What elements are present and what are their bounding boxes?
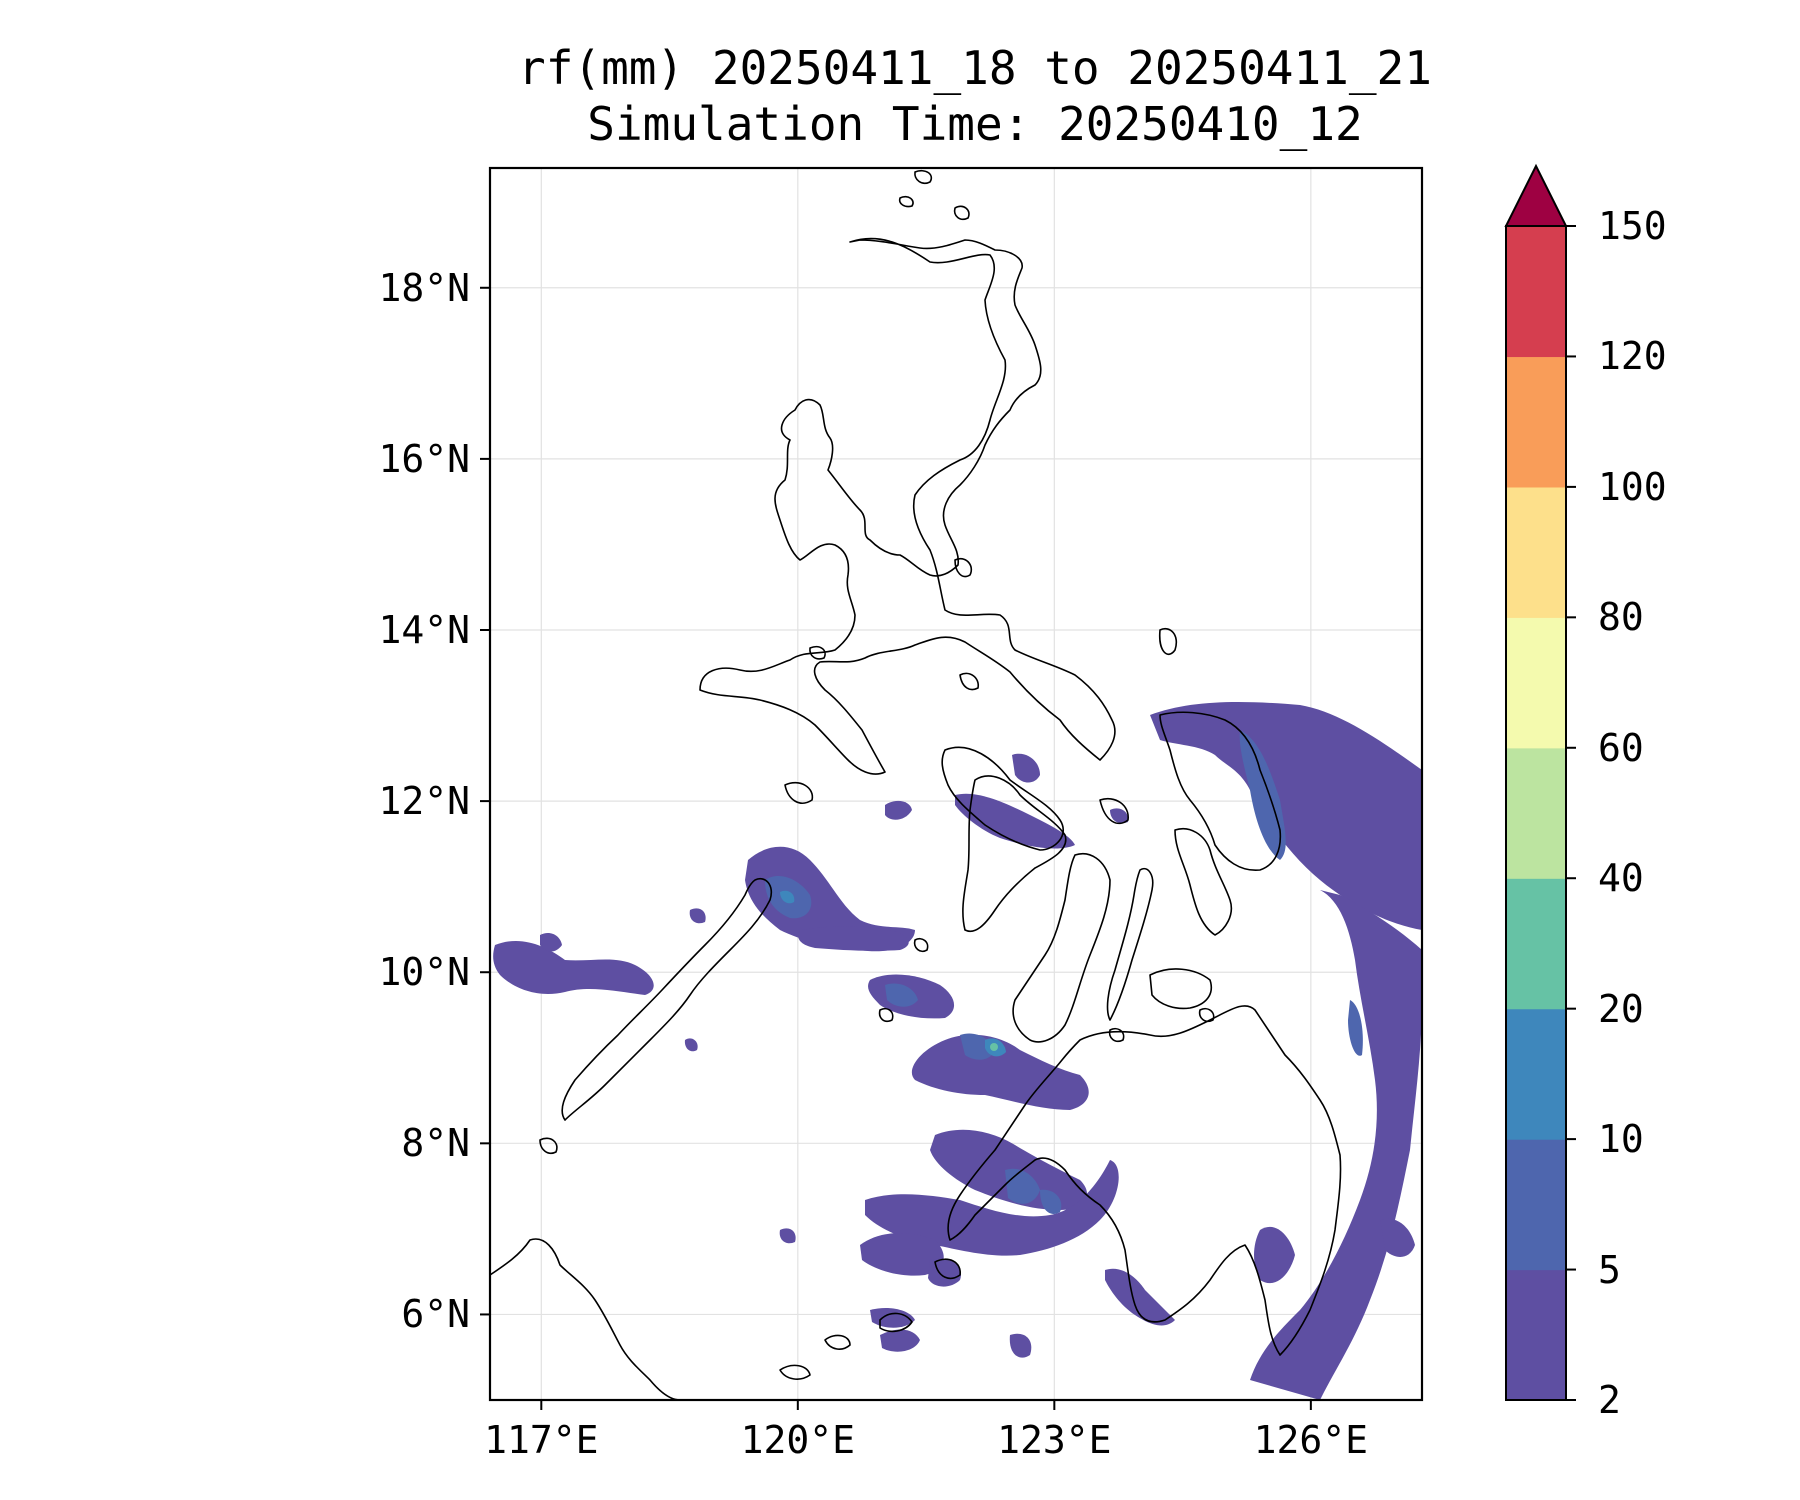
- rain-patch-sulu-mid: [885, 983, 918, 1007]
- colorbar-segment: [1506, 1008, 1566, 1140]
- coastline-camiguin: [1198, 1007, 1215, 1023]
- coastline-borneo: [490, 1238, 681, 1400]
- colorbar-segment: [1506, 878, 1566, 1010]
- colorbar-segment: [1506, 747, 1566, 879]
- rain-patch-zamboanga-west: [860, 1233, 944, 1276]
- rain-peak-point: [990, 1043, 998, 1051]
- map-axis-ticks: [480, 286, 1312, 1410]
- rain-patch-small-4: [684, 1038, 698, 1052]
- rain-patch-davao: [1254, 1226, 1295, 1284]
- colorbar-tick-label: 60: [1598, 725, 1644, 770]
- coastline-panay: [962, 775, 1067, 932]
- rain-patch-moro-gulf-core-2: [1040, 1189, 1062, 1214]
- rain-20-40mm-areas: [990, 1043, 998, 1051]
- colorbar-tick-label: 10: [1598, 1117, 1644, 1162]
- rain-patch-negros-south: [911, 1034, 1089, 1110]
- rain-patch-mindoro-south: [885, 800, 912, 820]
- coastline-marinduque: [959, 672, 980, 691]
- coastline-siquijor: [1108, 1027, 1125, 1043]
- coastline-basilan: [934, 1258, 961, 1279]
- colorbar: [1504, 163, 1576, 1401]
- coastline-cagayancillo: [913, 937, 929, 953]
- coastline-cebu: [1106, 868, 1154, 1021]
- lat-tick-label: 8°N: [401, 1121, 470, 1166]
- colorbar-segment: [1506, 617, 1566, 749]
- rain-patch-small-3: [689, 908, 706, 924]
- colorbar-segment: [1506, 1269, 1566, 1401]
- coastline-samar: [1159, 711, 1282, 871]
- colorbar-segment: [1506, 226, 1566, 358]
- rain-patch-masbate: [955, 793, 1075, 849]
- rain-patch-moro-gulf: [865, 1160, 1119, 1256]
- lon-tick-label: 123°E: [997, 1418, 1112, 1462]
- colorbar-tick-label: 100: [1598, 464, 1667, 509]
- rain-patch-mindanao-south: [1105, 1268, 1175, 1326]
- lat-tick-label: 6°N: [401, 1292, 470, 1337]
- colorbar-tick-label: 120: [1598, 334, 1667, 379]
- coastline-luzon: [699, 237, 1116, 775]
- coastline-babuyan-2: [898, 195, 914, 208]
- lat-tick-label: 16°N: [378, 436, 470, 481]
- coastline-balabac: [539, 1137, 558, 1155]
- rain-patch-north-samar: [1150, 702, 1422, 930]
- coastline-mindanao: [947, 1005, 1342, 1356]
- rain-patch-celebes-sea: [1009, 1333, 1032, 1358]
- colorbar-tick-label: 80: [1598, 595, 1644, 640]
- lat-tick-label: 18°N: [378, 265, 470, 310]
- coastline-polillo: [954, 557, 973, 578]
- map-title-line-2: Simulation Time: 20250410_12: [587, 97, 1363, 151]
- coastlines: [490, 169, 1342, 1400]
- coastline-busuanga: [784, 781, 814, 804]
- colorbar-tick-label: 5: [1598, 1247, 1621, 1292]
- colorbar-segment: [1506, 356, 1566, 488]
- rain-patch-east-coast: [1348, 1000, 1363, 1056]
- rain-patch-palawan-east: [798, 926, 909, 951]
- rain-patch-mindanao-east: [1250, 890, 1422, 1400]
- coastline-lubang: [809, 645, 826, 660]
- coastline-tawi-tawi: [779, 1364, 811, 1380]
- lon-tick-label: 126°E: [1253, 1418, 1369, 1462]
- colorbar-outline: [1505, 225, 1567, 1401]
- colorbar-segment: [1506, 1139, 1566, 1271]
- map-frame: [488, 166, 1424, 1402]
- rain-patch-sulu-south: [880, 1329, 920, 1352]
- colorbar-segment: [1506, 486, 1566, 618]
- rain-patch-small-2: [779, 1228, 796, 1244]
- coastline-mindoro: [941, 746, 1064, 851]
- rain-patch-burias: [1012, 753, 1040, 783]
- map-title-line-1: rf(mm) 20250411_18 to 20250411_21: [518, 41, 1432, 95]
- rain-patch-sulu-sea-west-2: [540, 933, 562, 952]
- coastline-negros: [1012, 853, 1111, 1043]
- colorbar-tick-label: 2: [1598, 1378, 1621, 1422]
- colorbar-tick-label: 150: [1598, 204, 1667, 248]
- lat-tick-label: 10°N: [378, 950, 470, 995]
- rain-patch-palawan-north: [745, 846, 915, 952]
- coastline-babuyan-3: [953, 205, 970, 221]
- colorbar-tick-label: 20: [1598, 986, 1644, 1031]
- lon-tick-label: 120°E: [740, 1418, 856, 1462]
- coastline-cuyo: [878, 1007, 894, 1023]
- coastline-catanduanes: [1158, 628, 1178, 655]
- colorbar-extend-arrow: [1504, 163, 1568, 227]
- rain-patch-samar-coast: [1239, 730, 1286, 860]
- coastline-babuyan-1: [914, 169, 933, 185]
- coastline-jolo: [824, 1334, 851, 1350]
- rain-patch-far-east: [1380, 1218, 1415, 1257]
- lat-tick-label: 12°N: [378, 779, 470, 824]
- lat-tick-label: 14°N: [378, 608, 470, 652]
- coastline-leyte: [1174, 828, 1233, 936]
- rain-2-5mm-areas: [493, 702, 1422, 1400]
- coastline-masbate: [1099, 798, 1129, 825]
- coastline-sulu-archipelago: [879, 1312, 913, 1333]
- coastline-bohol: [1149, 968, 1212, 1010]
- rain-patch-sulu: [870, 1308, 915, 1328]
- colorbar-tick-label: 40: [1598, 856, 1644, 901]
- rain-patch-small-1: [1110, 808, 1129, 824]
- rain-patch-heavy-palawan: [780, 890, 795, 904]
- coastline-palawan: [561, 878, 773, 1121]
- lon-tick-label: 117°E: [484, 1418, 599, 1462]
- rain-patch-sulu-sea-west: [493, 940, 654, 995]
